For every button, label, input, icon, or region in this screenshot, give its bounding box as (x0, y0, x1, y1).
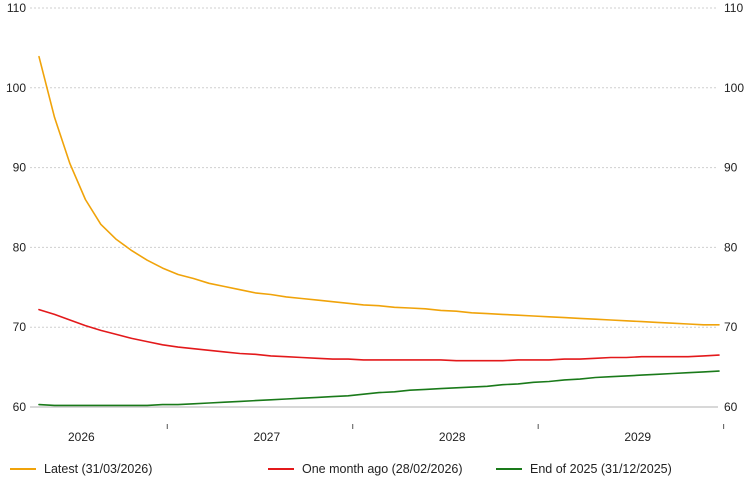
series-line-0 (38, 55, 720, 326)
y-tick-label-left: 90 (13, 161, 27, 175)
legend-swatch-latest (10, 468, 36, 470)
x-tick-label: 2028 (439, 430, 466, 444)
series-line-1 (38, 308, 720, 362)
x-tick-label: 2029 (624, 430, 651, 444)
legend-swatch-end-of-2025 (496, 468, 522, 470)
legend-item-end-of-2025: End of 2025 (31/12/2025) (496, 462, 672, 476)
x-tick-label: 2026 (68, 430, 95, 444)
y-tick-label-left: 70 (13, 320, 27, 334)
y-tick-label-left: 100 (6, 81, 26, 95)
legend-item-latest: Latest (31/03/2026) (10, 462, 152, 476)
y-gridlines (30, 7, 718, 408)
series-line-2 (38, 370, 720, 407)
y-tick-label-right: 60 (724, 400, 738, 414)
legend-label-one-month-ago: One month ago (28/02/2026) (302, 462, 463, 476)
y-tick-label-right: 90 (724, 161, 738, 175)
legend-label-end-of-2025: End of 2025 (31/12/2025) (530, 462, 672, 476)
y-tick-label-right: 70 (724, 320, 738, 334)
series-lines (38, 55, 720, 407)
legend-item-one-month-ago: One month ago (28/02/2026) (268, 462, 463, 476)
x-axis: 2026 2027 2028 2029 (68, 424, 725, 444)
legend: Latest (31/03/2026) One month ago (28/02… (0, 462, 751, 482)
y-tick-label-left: 60 (13, 400, 27, 414)
y-tick-label-right: 80 (724, 240, 738, 254)
legend-label-latest: Latest (31/03/2026) (44, 462, 153, 476)
y-tick-label-left: 110 (7, 1, 26, 15)
legend-swatch-one-month-ago (268, 468, 294, 470)
y-tick-label-right: 100 (724, 81, 744, 95)
y-tick-label-right: 110 (724, 1, 743, 15)
x-tick-label: 2027 (253, 430, 280, 444)
y-tick-label-left: 80 (13, 240, 27, 254)
y-axis-left: 60 70 80 90 100 110 (6, 1, 26, 414)
y-axis-right: 60 70 80 90 100 110 (724, 1, 744, 414)
